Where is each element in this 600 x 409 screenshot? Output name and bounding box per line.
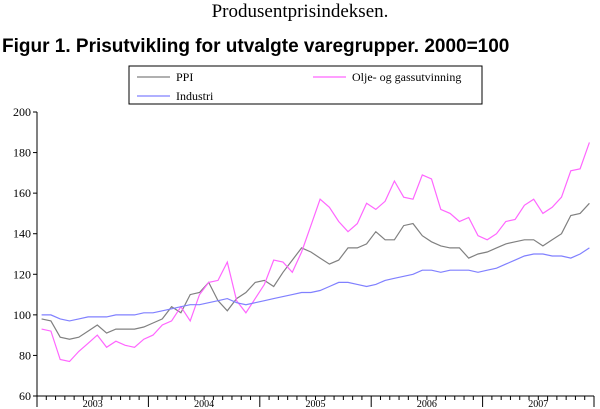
figure-title: Figur 1. Prisutvikling for utvalgte vare… — [2, 36, 510, 57]
legend-box — [128, 65, 483, 105]
y-tick-label: 80 — [19, 348, 31, 362]
series-lines — [41, 142, 590, 363]
page-header: Produsentprisindeksen. — [211, 1, 389, 22]
y-tick-label: 140 — [13, 227, 31, 241]
y-tick-label: 160 — [13, 186, 31, 200]
x-tick-label: 2003 — [83, 399, 103, 409]
x-tick-label: 2007 — [528, 399, 548, 409]
x-axis: 2003 2004 2005 2006 2007 — [36, 395, 595, 409]
legend-label: Olje- og gassutvinning — [352, 70, 461, 84]
y-tick-label: 100 — [13, 308, 31, 322]
legend-label: Industri — [176, 89, 214, 103]
legend-label: PPI — [176, 70, 193, 84]
x-tick-label: 2004 — [194, 399, 214, 409]
x-tick-label: 2006 — [417, 399, 437, 409]
series-line-industri — [41, 247, 590, 322]
y-axis: 60 80 100 120 140 160 180 200 — [13, 105, 38, 403]
y-tick-label: 60 — [19, 389, 31, 403]
series-line-olje-og-gassutvinning — [41, 142, 590, 363]
y-tick-label: 200 — [13, 105, 31, 119]
y-tick-label: 180 — [13, 146, 31, 160]
y-tick-label: 120 — [13, 267, 31, 281]
legend: PPI Olje- og gassutvinning Industri — [128, 65, 483, 105]
series-line-ppi — [41, 202, 590, 340]
x-tick-label: 2005 — [306, 399, 326, 409]
